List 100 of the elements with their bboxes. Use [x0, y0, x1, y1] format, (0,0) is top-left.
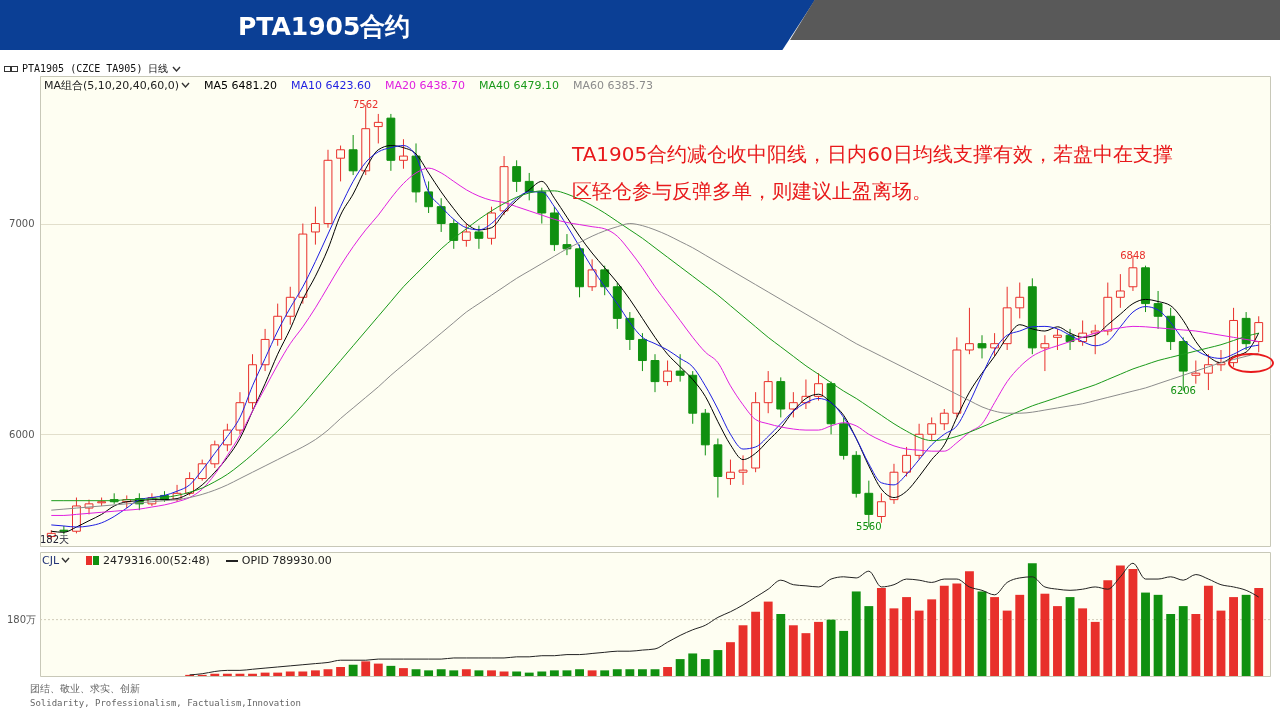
- bar: [876, 588, 886, 676]
- bar: [310, 670, 320, 676]
- bar: [927, 599, 937, 676]
- candlestick: [310, 206, 320, 246]
- bar: [562, 670, 572, 676]
- annotation: 7562: [353, 99, 379, 111]
- candlestick: [399, 138, 408, 170]
- candlestick: [512, 159, 522, 193]
- bar: [461, 669, 471, 676]
- bar: [386, 665, 396, 676]
- bar: [348, 664, 358, 676]
- candlestick: [902, 446, 911, 477]
- bar: [826, 619, 836, 676]
- bar: [537, 671, 547, 676]
- y-tick-label: 7000: [9, 218, 35, 230]
- bar: [1203, 585, 1213, 676]
- candlestick: [474, 225, 484, 250]
- bar: [952, 583, 962, 676]
- candlestick: [814, 372, 823, 402]
- bar: [600, 670, 610, 676]
- bar: [1178, 606, 1188, 676]
- bar: [1040, 593, 1050, 676]
- candlestick: [373, 113, 383, 144]
- bar: [499, 671, 509, 676]
- candlestick: [1191, 360, 1201, 385]
- text: Solidarity, Professionalism, Factualism,Innovation: [30, 698, 301, 708]
- candlestick: [788, 391, 798, 418]
- candlestick: [675, 353, 685, 383]
- candlestick: [1115, 273, 1125, 309]
- y-tick-label: 6000: [9, 428, 35, 440]
- bar: [1141, 592, 1150, 676]
- annotation: TA1905合约减仓收中阳线，日内60日均线支撑有效，若盘中在支撑区轻仓参与反弹多单，则建议止盈离场。: [572, 141, 1174, 205]
- bar: [424, 670, 434, 676]
- bar: [738, 625, 748, 676]
- bar: [449, 670, 459, 676]
- candlestick: [210, 440, 220, 469]
- bar: [902, 597, 911, 676]
- bar: [210, 673, 220, 676]
- text: MA5 6481.20: [204, 79, 278, 92]
- candlestick: [336, 145, 345, 182]
- candlestick: [927, 416, 937, 442]
- bar: [688, 653, 698, 676]
- bar: [260, 672, 270, 676]
- bar: [524, 672, 534, 676]
- candlestick: [436, 197, 446, 233]
- bar: [889, 608, 899, 676]
- bar: [1002, 610, 1012, 676]
- bar: [587, 670, 597, 676]
- bar: [1115, 565, 1125, 676]
- bar: [663, 666, 673, 676]
- bar: [1241, 594, 1251, 676]
- annotation: 6848: [1120, 249, 1146, 261]
- bar: [763, 601, 773, 676]
- bar: [990, 597, 1000, 676]
- bar: [977, 591, 987, 676]
- bar: [336, 666, 346, 676]
- candlestick: [650, 353, 660, 393]
- bar: [248, 673, 257, 676]
- bar: [1254, 588, 1264, 676]
- bar: [1015, 594, 1025, 676]
- candlestick: [461, 223, 471, 248]
- candlestick: [738, 454, 748, 486]
- bar: [361, 661, 371, 676]
- candlestick: [424, 180, 434, 214]
- text: MA10 6423.60: [291, 79, 372, 92]
- bar: [1153, 594, 1163, 676]
- bar: [776, 614, 786, 676]
- bar: [285, 671, 295, 676]
- bar: [487, 670, 496, 676]
- ref-line-label: 180万: [6, 613, 36, 625]
- text: MA60 6385.73: [573, 79, 654, 92]
- candlestick: [726, 459, 735, 486]
- bar: [751, 611, 761, 676]
- annotation: 6206: [1170, 384, 1196, 396]
- bar: [222, 673, 232, 676]
- bar: [650, 669, 660, 676]
- bar: [713, 650, 723, 676]
- bar: [549, 670, 559, 676]
- bar: [851, 591, 861, 676]
- bar: [411, 669, 421, 676]
- bar: [726, 642, 735, 676]
- chart-title: PTA1905合约: [238, 11, 411, 43]
- chart-title: CJL: [42, 554, 60, 567]
- annotation: 182天: [40, 533, 70, 547]
- bar: [1103, 580, 1113, 676]
- bar: [1128, 568, 1138, 676]
- candlestick: [977, 334, 987, 359]
- bar: [1027, 563, 1037, 676]
- bar: [914, 610, 924, 676]
- bar: [625, 669, 635, 676]
- bar: [864, 606, 874, 676]
- bar: [512, 671, 522, 676]
- legend-label: 2479316.00(52:48): [103, 554, 210, 567]
- text: MA20 6438.70: [385, 79, 466, 92]
- candlestick: [348, 134, 358, 176]
- bar: [436, 669, 446, 676]
- bar: [1078, 608, 1088, 676]
- candlestick: [637, 332, 647, 372]
- bar: [373, 663, 383, 676]
- annotation: 5560: [856, 521, 882, 533]
